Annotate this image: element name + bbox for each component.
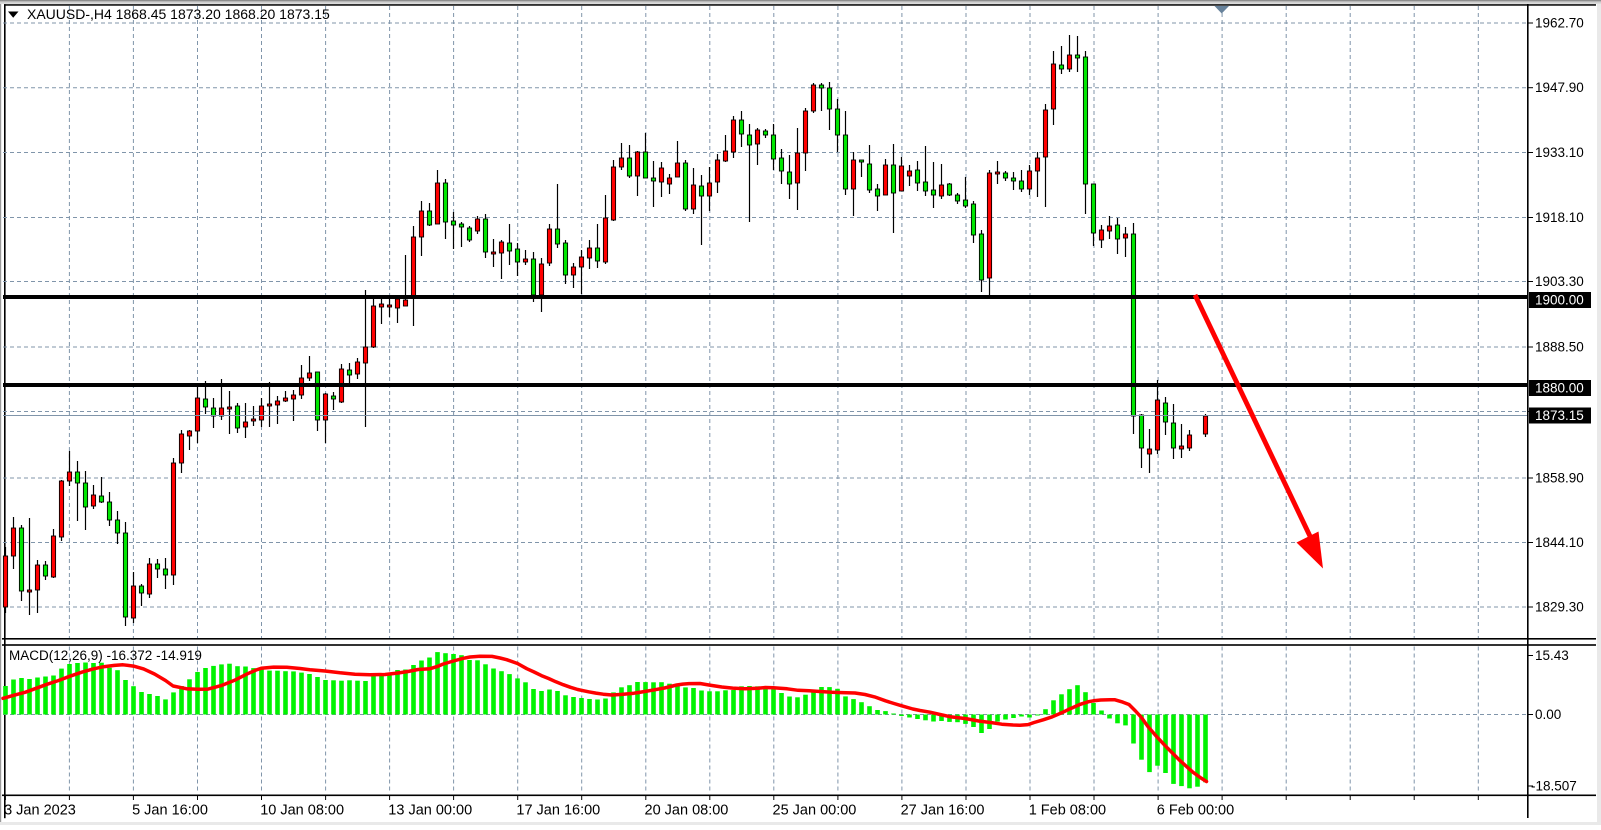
svg-text:5 Jan 16:00: 5 Jan 16:00 xyxy=(132,803,208,819)
svg-text:MACD(12,26,9) -16.372 -14.919: MACD(12,26,9) -16.372 -14.919 xyxy=(9,648,202,663)
svg-text:1 Feb 08:00: 1 Feb 08:00 xyxy=(1029,803,1106,819)
svg-text:25 Jan 00:00: 25 Jan 00:00 xyxy=(773,803,857,819)
svg-text:10 Jan 08:00: 10 Jan 08:00 xyxy=(260,803,344,819)
svg-text:3 Jan 2023: 3 Jan 2023 xyxy=(4,803,76,819)
svg-text:0.00: 0.00 xyxy=(1535,707,1561,722)
svg-text:1933.10: 1933.10 xyxy=(1535,145,1584,160)
svg-text:1829.30: 1829.30 xyxy=(1535,600,1584,615)
svg-text:1900.00: 1900.00 xyxy=(1535,293,1584,308)
svg-text:15.43: 15.43 xyxy=(1535,648,1569,663)
svg-text:17 Jan 16:00: 17 Jan 16:00 xyxy=(516,803,600,819)
svg-text:1880.00: 1880.00 xyxy=(1535,381,1584,396)
svg-text:1903.30: 1903.30 xyxy=(1535,274,1584,289)
svg-text:1873.15: 1873.15 xyxy=(1535,408,1584,423)
svg-text:20 Jan 08:00: 20 Jan 08:00 xyxy=(645,803,729,819)
svg-text:-18.507: -18.507 xyxy=(1531,779,1577,794)
svg-text:XAUUSD-,H4 1868.45 1873.20 18: XAUUSD-,H4 1868.45 1873.20 1868.20 1873.… xyxy=(27,6,330,22)
svg-text:1888.50: 1888.50 xyxy=(1535,340,1584,355)
svg-text:13 Jan 00:00: 13 Jan 00:00 xyxy=(388,803,472,819)
svg-text:1844.10: 1844.10 xyxy=(1535,535,1584,550)
svg-text:1947.90: 1947.90 xyxy=(1535,80,1584,95)
svg-text:1858.90: 1858.90 xyxy=(1535,471,1584,486)
svg-text:1918.10: 1918.10 xyxy=(1535,210,1584,225)
svg-text:1962.70: 1962.70 xyxy=(1535,16,1584,31)
svg-text:6 Feb 00:00: 6 Feb 00:00 xyxy=(1157,803,1234,819)
svg-text:27 Jan 16:00: 27 Jan 16:00 xyxy=(901,803,985,819)
